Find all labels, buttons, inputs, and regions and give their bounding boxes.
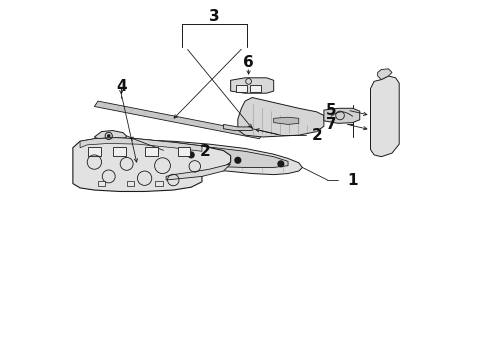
Polygon shape <box>223 125 252 131</box>
Polygon shape <box>80 138 202 151</box>
Text: 4: 4 <box>116 79 126 94</box>
Polygon shape <box>370 76 399 157</box>
Text: 5: 5 <box>326 103 337 118</box>
Polygon shape <box>274 117 299 125</box>
Polygon shape <box>324 108 360 123</box>
Bar <box>98 181 105 186</box>
Text: 3: 3 <box>209 9 220 24</box>
Polygon shape <box>378 69 392 80</box>
Polygon shape <box>166 164 231 180</box>
Circle shape <box>188 152 194 158</box>
Circle shape <box>108 135 110 137</box>
Bar <box>155 181 163 186</box>
Bar <box>88 147 101 156</box>
Text: 2: 2 <box>311 128 322 143</box>
Bar <box>236 85 247 92</box>
Text: 2: 2 <box>200 144 211 159</box>
Polygon shape <box>95 139 302 175</box>
Text: 1: 1 <box>347 172 358 188</box>
Bar <box>177 147 191 156</box>
Bar <box>250 85 261 92</box>
Text: 6: 6 <box>243 55 254 70</box>
Bar <box>113 147 126 156</box>
Polygon shape <box>148 144 288 167</box>
Bar <box>146 147 158 156</box>
Circle shape <box>235 157 241 163</box>
Polygon shape <box>95 101 263 139</box>
Polygon shape <box>238 98 324 137</box>
Bar <box>126 181 134 186</box>
Circle shape <box>278 161 284 167</box>
Polygon shape <box>73 138 231 192</box>
Polygon shape <box>95 131 126 141</box>
Text: 7: 7 <box>326 117 337 132</box>
Polygon shape <box>231 78 274 93</box>
